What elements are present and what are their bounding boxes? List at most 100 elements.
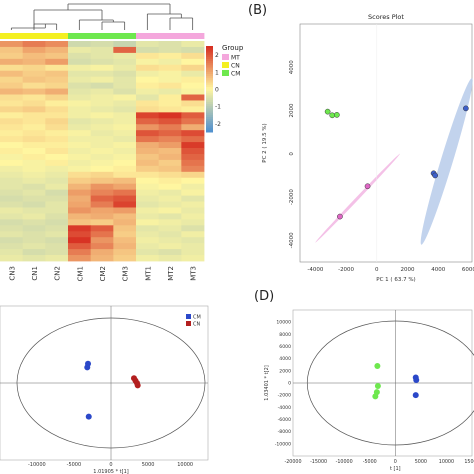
y-tick-label: -8000 [278,429,291,435]
score-point [372,393,379,400]
heatmap-cell [181,52,205,60]
sample-label: CN3 [8,266,16,281]
y-axis-label: PC 2 ( 19.5 %) [262,123,268,162]
heatmap-cell [68,142,92,149]
heatmap-cell [68,46,92,54]
heatmap-cell [0,153,24,161]
heatmap-cell [136,249,160,256]
heatmap-cell [0,94,24,101]
group-annotation-cell [158,33,182,39]
color-scale-step [206,80,213,84]
heatmap-cell [158,219,182,226]
heatmap-cell [158,195,182,202]
group-legend-label: MT [231,55,240,62]
scores-plot-panel: Scores Plot -4000 -2000 0 2000 4000 6000 -4000 -… [262,13,474,283]
heatmap-cell [45,207,69,214]
color-scale-step [206,123,213,127]
heatmap-cell [0,124,24,131]
heatmap-cell [22,231,46,238]
x-tick-label: 10000 [177,462,193,468]
y-tick-label: 10000 [276,320,291,326]
group-annotation-cell [136,33,160,39]
heatmap-cell [22,219,46,226]
heatmap-cell [90,100,114,107]
heatmap-cell [158,41,182,48]
heatmap-cell [158,255,182,262]
heatmap-cell [113,177,137,185]
color-scale-step [206,63,213,66]
heatmap-cell [113,213,137,220]
heatmap-cell [45,106,69,113]
y-tick-label: 0 [288,381,291,387]
color-scale-tick: -1 [215,104,221,111]
heatmap-cell [136,195,160,202]
heatmap-cell [113,243,137,250]
heatmap-cell [0,207,24,214]
heatmap-cell [136,100,160,107]
color-scale-step [206,50,213,53]
heatmap-cell [136,70,160,78]
heatmap-cell [68,159,92,167]
color-scale-step [206,54,213,58]
color-scale-step [206,65,213,68]
heatmap-cell [68,225,92,232]
heatmap-cell [22,94,46,101]
legend-label: CM [193,315,201,321]
confidence-ellipse [420,78,473,245]
heatmap-cell [22,76,46,84]
heatmap-cell [90,64,114,72]
heatmap-cell [0,70,24,78]
y-axis-label: 1.03401 * t[2] [264,365,270,400]
x-tick-label: -4000 [307,267,323,273]
heatmap-cell [45,100,69,107]
color-scale-step [206,95,213,99]
score-plot-d-panel: -20000-15000-10000-500005000100001500010… [264,309,474,472]
color-scale-step [206,69,213,73]
heatmap-cell [181,213,205,220]
heatmap-cell [68,189,92,196]
heatmap-cell [90,237,114,244]
heatmap-cell [0,82,24,89]
heatmap-cell [90,165,114,173]
heatmap-cell [22,243,46,250]
heatmap-cell [68,124,92,131]
heatmap-cell [113,124,137,131]
heatmap-cell [22,64,46,72]
heatmap-cell [158,225,182,232]
heatmap-cell [68,201,92,208]
color-scale-step [206,52,213,56]
heatmap-cell [22,159,46,167]
heatmap-cell [158,106,182,113]
x-tick-label: 5000 [142,462,155,468]
heatmap-cell [136,237,160,244]
heatmap-cell [181,201,205,208]
group-annotation-cell [90,33,114,39]
heatmap-cell [181,64,205,72]
score-point [432,172,438,179]
heatmap-cell [90,136,114,143]
heatmap-cell [45,70,69,78]
heatmap-cell [136,142,160,149]
heatmap-cell [136,159,160,167]
x-axis-label: t [1] [390,466,401,472]
heatmap-cell [181,82,205,89]
heatmap-cell [136,243,160,250]
heatmap-cell [45,124,69,131]
heatmap-cell [22,225,46,232]
heatmap-cell [45,183,69,191]
heatmap-cell [22,171,46,179]
score-point [374,362,381,369]
heatmap-cell [45,136,69,143]
group-annotation-cell [68,33,92,39]
heatmap-cell [181,189,205,196]
heatmap-cell [113,76,137,84]
heatmap-cell [113,159,137,167]
heatmap-cell [181,183,205,191]
heatmap-cell [45,112,69,119]
legend-swatch [186,314,191,319]
heatmap-cell [68,219,92,226]
chart-title: Scores Plot [368,13,404,21]
x-tick-label: -10000 [336,459,353,465]
heatmap-cell [90,183,114,191]
